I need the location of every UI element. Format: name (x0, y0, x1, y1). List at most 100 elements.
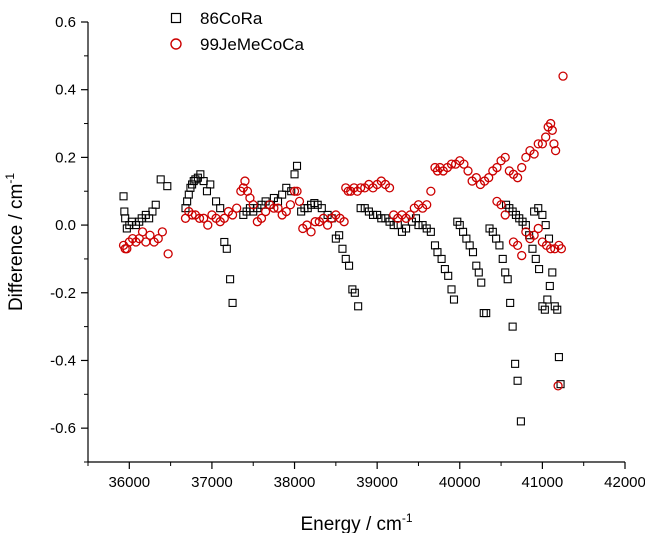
data-point-square (119, 192, 128, 201)
data-point-circle (248, 200, 258, 210)
data-point-square (292, 161, 302, 170)
data-point-circle (545, 118, 556, 129)
data-point-square (228, 298, 237, 307)
data-point-circle (137, 227, 148, 237)
data-point-circle (310, 217, 320, 227)
data-point-square (474, 268, 483, 277)
data-point-square (506, 298, 515, 307)
data-point-square (528, 244, 537, 253)
data-point-square (426, 227, 435, 236)
data-point-circle (500, 210, 510, 220)
y-tick-label: -0.6 (50, 420, 76, 437)
data-point-square (121, 214, 130, 223)
data-point-square (437, 254, 446, 263)
data-point-circle (322, 220, 333, 230)
x-tick-label: 36000 (108, 474, 150, 491)
data-point-circle (533, 223, 543, 234)
data-point-circle (273, 203, 283, 213)
data-point-square (220, 237, 229, 247)
data-point-square (465, 241, 474, 250)
x-axis-title: Energy / cm-1 (300, 511, 412, 533)
data-point-square (317, 204, 326, 213)
data-point-circle (422, 200, 432, 210)
data-point-circle (240, 176, 250, 186)
data-point-circle (471, 173, 481, 183)
data-point-square (433, 248, 442, 257)
data-point-square (503, 275, 512, 284)
data-point-square (212, 197, 221, 206)
data-point-circle (260, 206, 271, 217)
data-point-circle (529, 149, 539, 159)
data-point-square (495, 241, 504, 250)
data-point-square (356, 204, 365, 213)
data-point-square (377, 214, 386, 223)
data-point-circle (199, 213, 209, 223)
y-tick-label: 0.0 (55, 217, 76, 234)
data-point-circle (521, 152, 531, 163)
data-point-square (345, 261, 354, 270)
data-point-square (184, 190, 193, 199)
data-point-circle (521, 227, 531, 237)
data-point-circle (405, 210, 415, 220)
data-point-square (553, 305, 562, 314)
data-point-circle (517, 162, 527, 173)
data-point-circle (203, 220, 213, 230)
data-point-circle (355, 183, 366, 193)
data-point-square (393, 221, 402, 230)
series-1 (119, 161, 565, 426)
data-point-square (477, 278, 486, 287)
data-point-square (354, 302, 363, 311)
data-point-square (444, 271, 453, 280)
data-point-square (498, 254, 507, 263)
legend-label: 99JeMeCoCa (200, 35, 304, 54)
data-point-square (501, 268, 510, 277)
axis-titles: Energy / cm-1 Difference / cm-1 (3, 173, 413, 533)
x-tick-label: 40000 (439, 474, 481, 491)
data-point-circle (553, 381, 563, 391)
data-point-square (226, 275, 235, 284)
data-point-square (531, 254, 540, 263)
data-point-square (183, 197, 192, 206)
y-tick-label: 0.6 (55, 14, 76, 31)
data-point-circle (227, 210, 238, 220)
data-point-square (449, 295, 459, 304)
data-point-square (163, 182, 172, 191)
y-tick-label: 0.2 (55, 149, 76, 166)
x-tick-label: 42000 (604, 474, 645, 491)
data-point-circle (256, 213, 267, 223)
data-point-circle (163, 249, 173, 259)
data-point-circle (194, 213, 205, 223)
data-point-circle (517, 250, 527, 261)
data-point-square (335, 231, 344, 240)
y-tick-label: -0.2 (50, 285, 76, 302)
data-point-circle (187, 210, 197, 220)
data-point-circle (232, 203, 242, 213)
data-point-square (206, 180, 215, 189)
data-point-circle (484, 173, 494, 183)
data-point-circle (292, 186, 302, 196)
data-point-square (543, 295, 552, 304)
data-point-square (278, 190, 287, 199)
data-point-square (492, 234, 501, 243)
data-points (118, 71, 568, 426)
data-point-circle (285, 200, 296, 210)
data-point-square (545, 281, 554, 291)
data-point-square (479, 309, 488, 318)
data-point-circle (545, 244, 556, 254)
x-tick-label: 41000 (522, 474, 564, 491)
data-point-circle (219, 213, 229, 223)
data-point-circle (446, 159, 457, 169)
data-point-circle (269, 203, 279, 213)
data-point-square (402, 224, 411, 233)
data-point-circle (558, 71, 568, 81)
data-point-square (156, 175, 165, 184)
data-point-circle (157, 227, 168, 237)
data-point-square (151, 200, 160, 209)
legend-label: 86CoRa (200, 9, 263, 28)
data-point-square (290, 170, 299, 179)
x-tick-label: 39000 (356, 474, 398, 491)
data-point-circle (549, 139, 559, 149)
data-point-square (462, 234, 471, 243)
data-point-square (538, 210, 547, 219)
